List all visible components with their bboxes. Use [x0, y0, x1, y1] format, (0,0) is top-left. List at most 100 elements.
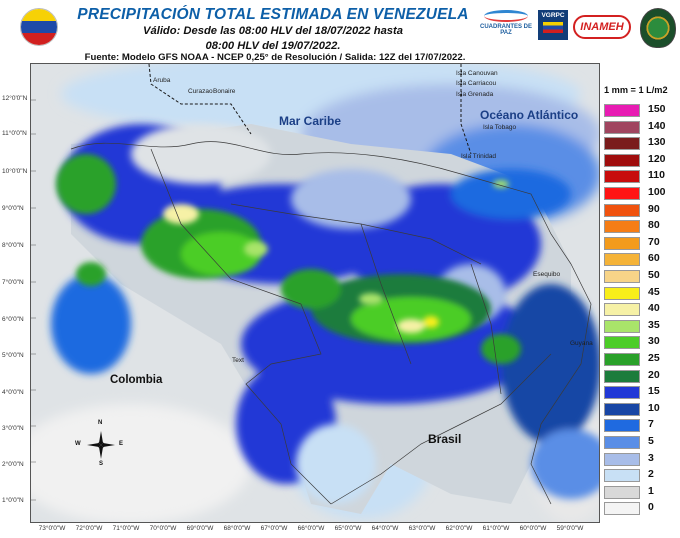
legend-item: 130 — [604, 135, 680, 151]
compass-rose-icon: N S E W — [75, 420, 123, 467]
coat-of-arms-logo — [640, 8, 676, 48]
legend-swatch — [604, 485, 640, 499]
legend-swatch — [604, 436, 640, 449]
legend-swatch — [604, 203, 640, 217]
label-brasil: Brasil — [428, 432, 462, 446]
legend-item: 20 — [604, 368, 680, 384]
legend-item: 100 — [604, 185, 680, 201]
compass-e: E — [119, 441, 124, 447]
legend-item: 5 — [604, 434, 680, 450]
legend-swatch — [604, 286, 640, 300]
mini-flag-icon — [543, 22, 563, 33]
precipitation-field — [31, 64, 599, 522]
legend-value: 80 — [648, 219, 660, 232]
legend-value: 150 — [648, 103, 666, 115]
maritime-boundaries — [148, 64, 472, 155]
legend-value: 50 — [648, 269, 660, 281]
legend-title: 1 mm = 1 L/m2 — [604, 85, 668, 95]
lon-label: 70°0'0"W — [149, 525, 177, 532]
cuadrantes-logo-text: CUADRANTES DE PAZ — [479, 24, 532, 36]
legend-swatch — [604, 452, 640, 466]
boundaries — [70, 141, 592, 505]
legend-value: 30 — [648, 335, 660, 348]
legend-value: 3 — [648, 451, 654, 464]
legend-item: 0 — [604, 500, 680, 516]
label-mar-caribe: Mar Caribe — [279, 114, 342, 128]
label-oceano-atlantico: Océano Atlántico — [480, 108, 579, 122]
swoosh-icon — [484, 10, 528, 22]
legend-swatch — [604, 336, 640, 350]
legend-swatch — [604, 120, 640, 134]
precipitation-map — [30, 63, 600, 523]
compass-s: S — [99, 461, 104, 467]
lat-label: 9°0'0"N — [2, 205, 24, 212]
graticule-ticks — [31, 99, 36, 501]
legend-swatch — [604, 469, 640, 483]
legend-item: 45 — [604, 285, 680, 301]
lat-label: 4°0'0"N — [2, 389, 24, 396]
lon-label: 66°0'0"W — [297, 525, 325, 532]
inameh-logo: INAMEH — [573, 15, 631, 39]
legend-value: 45 — [648, 285, 660, 298]
lat-label: 5°0'0"N — [2, 352, 24, 359]
legend-value: 2 — [648, 468, 654, 481]
legend-value: 7 — [648, 418, 654, 431]
legend-item: 150 — [604, 102, 680, 118]
label-bonaire: Bonaire — [213, 88, 236, 95]
compass-w: W — [75, 441, 81, 447]
legend-item: 110 — [604, 168, 680, 184]
legend-value: 10 — [648, 401, 660, 414]
lat-label: 2°0'0"N — [2, 461, 24, 468]
legend-value: 15 — [648, 385, 660, 398]
legend-swatch — [604, 170, 640, 184]
legend-item: 40 — [604, 301, 680, 317]
legend-swatch — [604, 236, 640, 250]
legend-value: 40 — [648, 302, 660, 315]
legend-swatch — [604, 104, 640, 117]
lon-label: 71°0'0"W — [112, 525, 140, 532]
flag-band-yellow — [21, 9, 57, 21]
lon-label: 68°0'0"W — [223, 525, 251, 532]
legend-item: 30 — [604, 334, 680, 350]
legend-swatch — [604, 419, 640, 433]
lon-label: 67°0'0"W — [260, 525, 288, 532]
lon-label: 64°0'0"W — [371, 525, 399, 532]
compass-n: N — [98, 420, 103, 426]
legend-item: 35 — [604, 318, 680, 334]
label-curazao: Curazao — [188, 88, 213, 95]
legend-item: 10 — [604, 401, 680, 417]
compass-star-icon — [87, 431, 115, 459]
legend-item: 25 — [604, 351, 680, 367]
label-isla-canouvan: Isla Canouvan — [456, 70, 498, 77]
lat-label: 7°0'0"N — [2, 279, 24, 286]
vgrpc-logo-text: VGRPC — [541, 12, 565, 19]
lat-label: 1°0'0"N — [2, 497, 24, 504]
legend-item: 90 — [604, 202, 680, 218]
legend-value: 130 — [648, 136, 666, 149]
legend-swatch — [604, 270, 640, 283]
legend-value: 5 — [648, 435, 654, 447]
legend-value: 70 — [648, 235, 660, 248]
header: PRECIPITACIÓN TOTAL ESTIMADA EN VENEZUEL… — [0, 0, 680, 68]
peak-rain-spots — [163, 180, 509, 333]
map-title: PRECIPITACIÓN TOTAL ESTIMADA EN VENEZUEL… — [77, 6, 469, 23]
legend-value: 90 — [648, 202, 660, 215]
legend-value: 20 — [648, 368, 660, 381]
legend-swatch — [604, 402, 640, 416]
legend-swatch — [604, 303, 640, 317]
vgrpc-logo: VGRPC — [538, 10, 568, 40]
label-guyana: Guyana — [570, 340, 593, 347]
dry-corridors — [131, 124, 506, 504]
legend-value: 120 — [648, 152, 666, 165]
label-isla-tobago: Isla Tobago — [483, 124, 517, 131]
lon-label: 73°0'0"W — [38, 525, 66, 532]
legend-item: 1 — [604, 484, 680, 500]
legend-item: 70 — [604, 235, 680, 251]
legend-swatch — [604, 319, 640, 333]
label-text-marker: Text — [232, 357, 244, 364]
lon-label: 59°0'0"W — [556, 525, 584, 532]
legend-value: 100 — [648, 186, 666, 198]
lon-label: 62°0'0"W — [445, 525, 473, 532]
legend-swatch — [604, 153, 640, 167]
legend-item: 80 — [604, 218, 680, 234]
